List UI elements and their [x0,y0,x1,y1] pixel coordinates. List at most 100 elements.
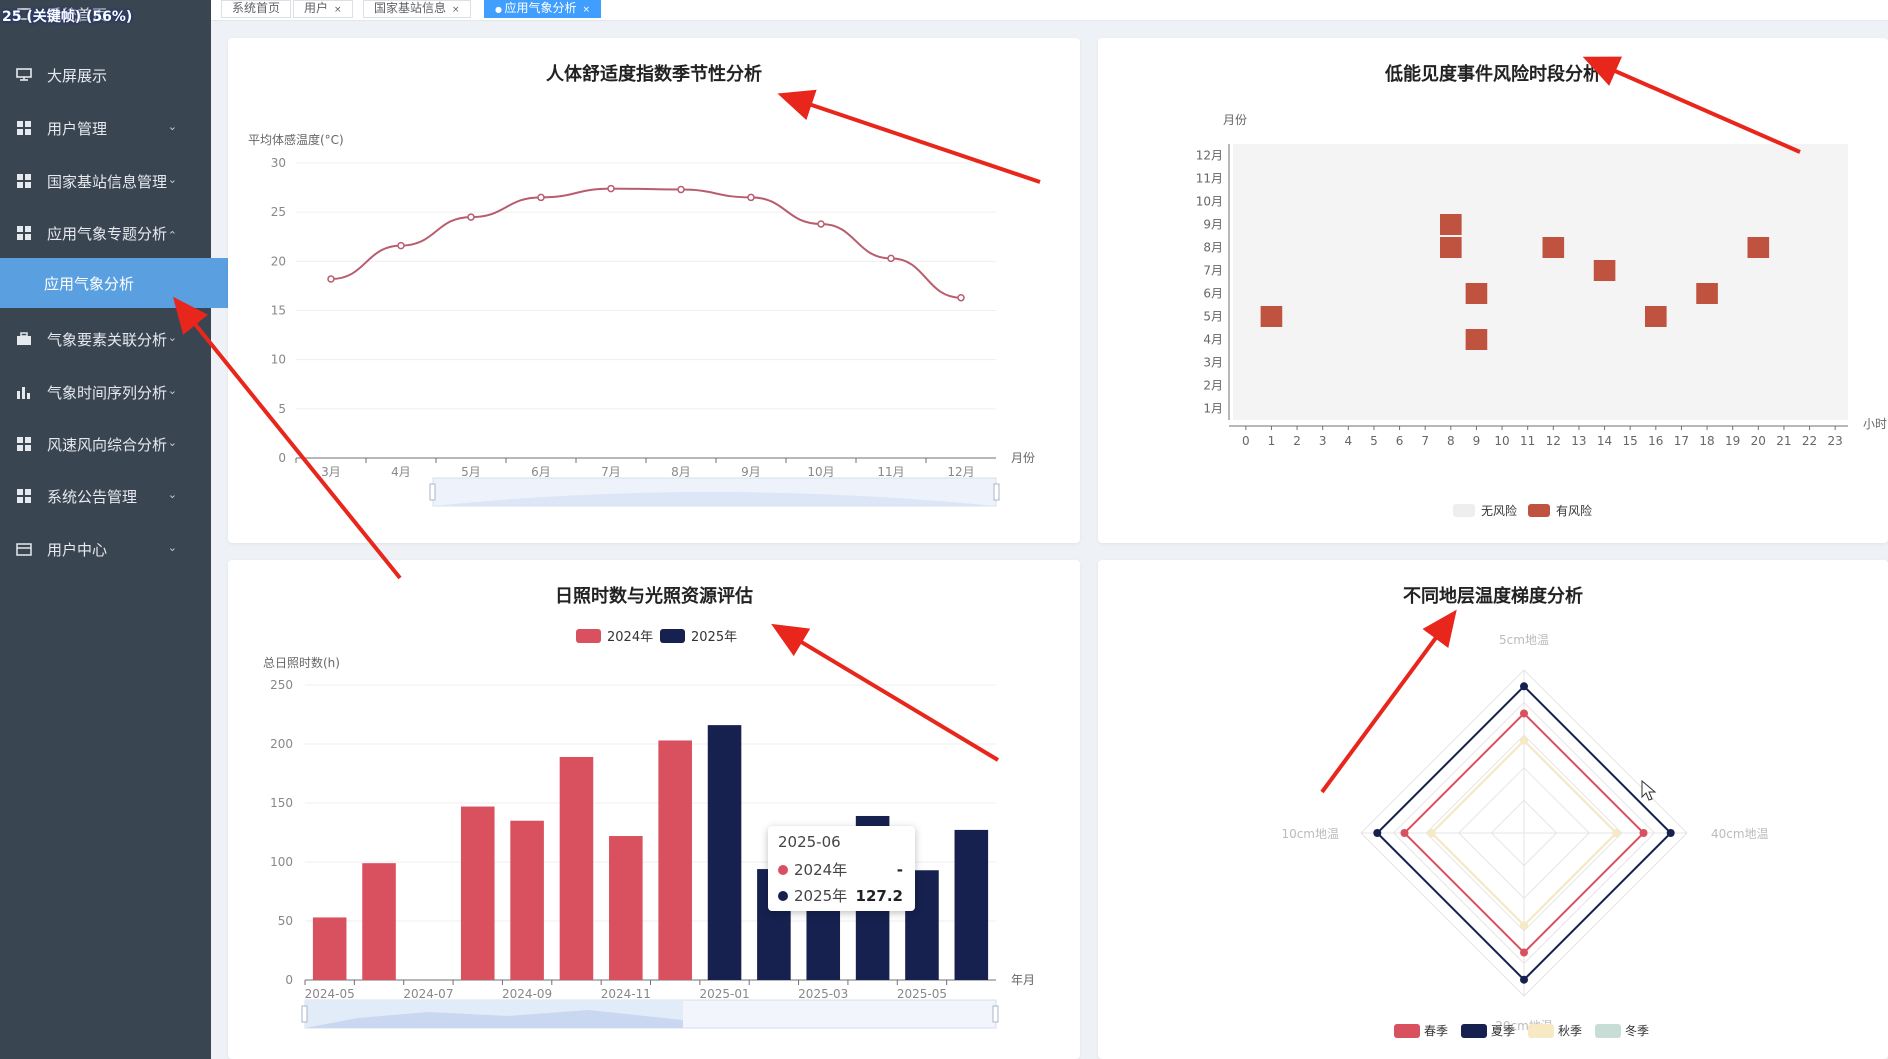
legend-label: 2024年 [607,630,653,645]
bar-chart-icon [15,383,33,401]
x-tick-label: 5月 [461,465,481,479]
radar-point [1400,829,1409,837]
grid-icon [15,435,33,453]
x-tick-label: 15 [1623,434,1638,448]
grid-icon [15,172,33,190]
x-tick-label: 5 [1370,434,1378,448]
radar-axis-label: 10cm地温 [1281,827,1339,841]
radar-point [1373,829,1382,837]
tooltip-series-value: - [896,860,903,879]
data-point [327,275,335,283]
sidebar-item-8[interactable]: 风速风向综合分析 ⌄ [0,424,211,464]
chevron-up-icon: ⌃ [167,229,177,242]
y-tick-label: 0 [278,451,286,465]
zoom-handle [429,483,436,501]
x-tick-label: 11 [1520,434,1535,448]
mouse-cursor-icon [1641,780,1657,801]
sidebar-item-label: 大屏展示 [47,66,108,85]
sidebar-item-label: 气象要素关联分析 [47,330,168,349]
zoom-slider-preview [433,492,996,506]
radar-axis-label: 5cm地温 [1499,633,1549,647]
legend-dot-icon [778,864,788,875]
legend-swatch [1461,1024,1487,1038]
close-icon[interactable]: × [452,5,460,15]
y-tick-label: 250 [270,678,293,692]
y-tick-label: 7月 [1203,264,1223,278]
sidebar-item-2[interactable]: 用户管理 ⌄ [0,108,211,148]
comfort-line-chart[interactable]: 平均体感温度(°C) 0 5 10 15 20 25 30 3月 4月 5月 6月 7月 8月 9月 10月 1… [228,38,1080,543]
zoom-handle [301,1005,308,1023]
radar-point [1520,948,1528,957]
risk-cell [1440,237,1462,258]
y-tick-label: 9月 [1203,218,1223,232]
sidebar-item-label: 国家基站信息管理 [47,172,168,191]
close-icon[interactable]: × [582,5,591,15]
y-tick-label: 30 [271,156,286,170]
radar-axis-label: 40cm地温 [1711,827,1769,841]
risk-cell [1465,283,1488,304]
y-tick-label: 5 [278,402,286,416]
legend-label: 秋季 [1558,1024,1582,1038]
y-tick-label: 200 [270,737,293,751]
bar [609,836,643,980]
tab-3[interactable]: ● 应用气象分析 × [484,0,602,18]
x-tick-label: 23 [1828,434,1843,448]
sidebar-item-0[interactable]: 系统首页 [0,0,211,34]
legend-dot-icon [778,890,788,901]
y-tick-label: 10 [271,353,286,367]
y-tick-label: 8月 [1203,241,1223,255]
sidebar-item-10[interactable]: 用户中心 ⌄ [0,529,211,569]
x-tick-label: 2025-05 [897,987,947,1001]
x-tick-label: 2024-09 [502,987,552,1001]
bar [954,829,989,980]
sidebar-item-9[interactable]: 系统公告管理 ⌄ [0,476,211,516]
data-point [537,193,545,202]
sidebar-item-3[interactable]: 国家基站信息管理 ⌄ [0,161,211,201]
x-tick-label: 2 [1293,434,1301,448]
sidebar-item-4[interactable]: 应用气象专题分析 ⌃ [0,213,211,253]
data-point [397,241,405,250]
sidebar-item-7[interactable]: 气象时间序列分析 ⌄ [0,372,211,412]
chart-title: 人体舒适度指数季节性分析 [546,64,762,85]
x-tick-label: 1 [1268,434,1276,448]
bar [707,725,742,980]
legend-label: 冬季 [1625,1023,1649,1038]
y-tick-label: 50 [278,914,293,928]
close-icon[interactable]: × [334,5,342,15]
y-tick-label: 15 [271,304,286,318]
chevron-down-icon: ⌄ [167,384,177,397]
chevron-down-icon: ⌄ [167,541,177,554]
x-tick-label: 14 [1597,434,1612,448]
data-point [467,213,475,221]
grid-icon [15,224,33,242]
data-point [817,220,825,228]
x-tick-label: 10月 [807,465,834,479]
y-tick-label: 3月 [1203,356,1223,370]
y-tick-label: 150 [270,796,293,810]
x-tick-label: 9月 [741,465,761,479]
y-tick-label: 4月 [1203,333,1223,347]
tab-2[interactable]: 国家基站信息 × [363,0,471,18]
radar-point [1520,682,1528,691]
x-tick-label: 2024-05 [305,987,355,1001]
bar [559,756,594,980]
sidebar-item-label: 用户中心 [47,540,108,559]
x-axis-label: 年月 [1011,973,1035,987]
bar [460,806,495,980]
y-tick-label: 6月 [1203,287,1223,301]
x-tick-label: 10 [1494,434,1509,448]
soil-temp-card: 不同地层温度梯度分析 5cm地温 40cm地温 20cm地温 10cm地温 春季 夏季 秋季… [1098,560,1888,1059]
risk-cell [1696,283,1718,304]
sidebar-item-1[interactable]: 大屏展示 [0,55,211,95]
sunshine-bar-chart[interactable]: 2024年 2025年总日照时数(h)0501001502002502024-05… [228,560,1080,1059]
x-tick-label: 21 [1776,434,1791,448]
grid-icon [15,119,33,137]
data-point [957,293,965,302]
sidebar-item-5[interactable]: 应用气象分析 [0,258,255,308]
sidebar-item-6[interactable]: 气象要素关联分析 ⌄ [0,319,211,359]
bar [362,863,396,980]
tab-0[interactable]: 系统首页 [221,0,292,18]
tab-1[interactable]: 用户 × [293,0,353,18]
